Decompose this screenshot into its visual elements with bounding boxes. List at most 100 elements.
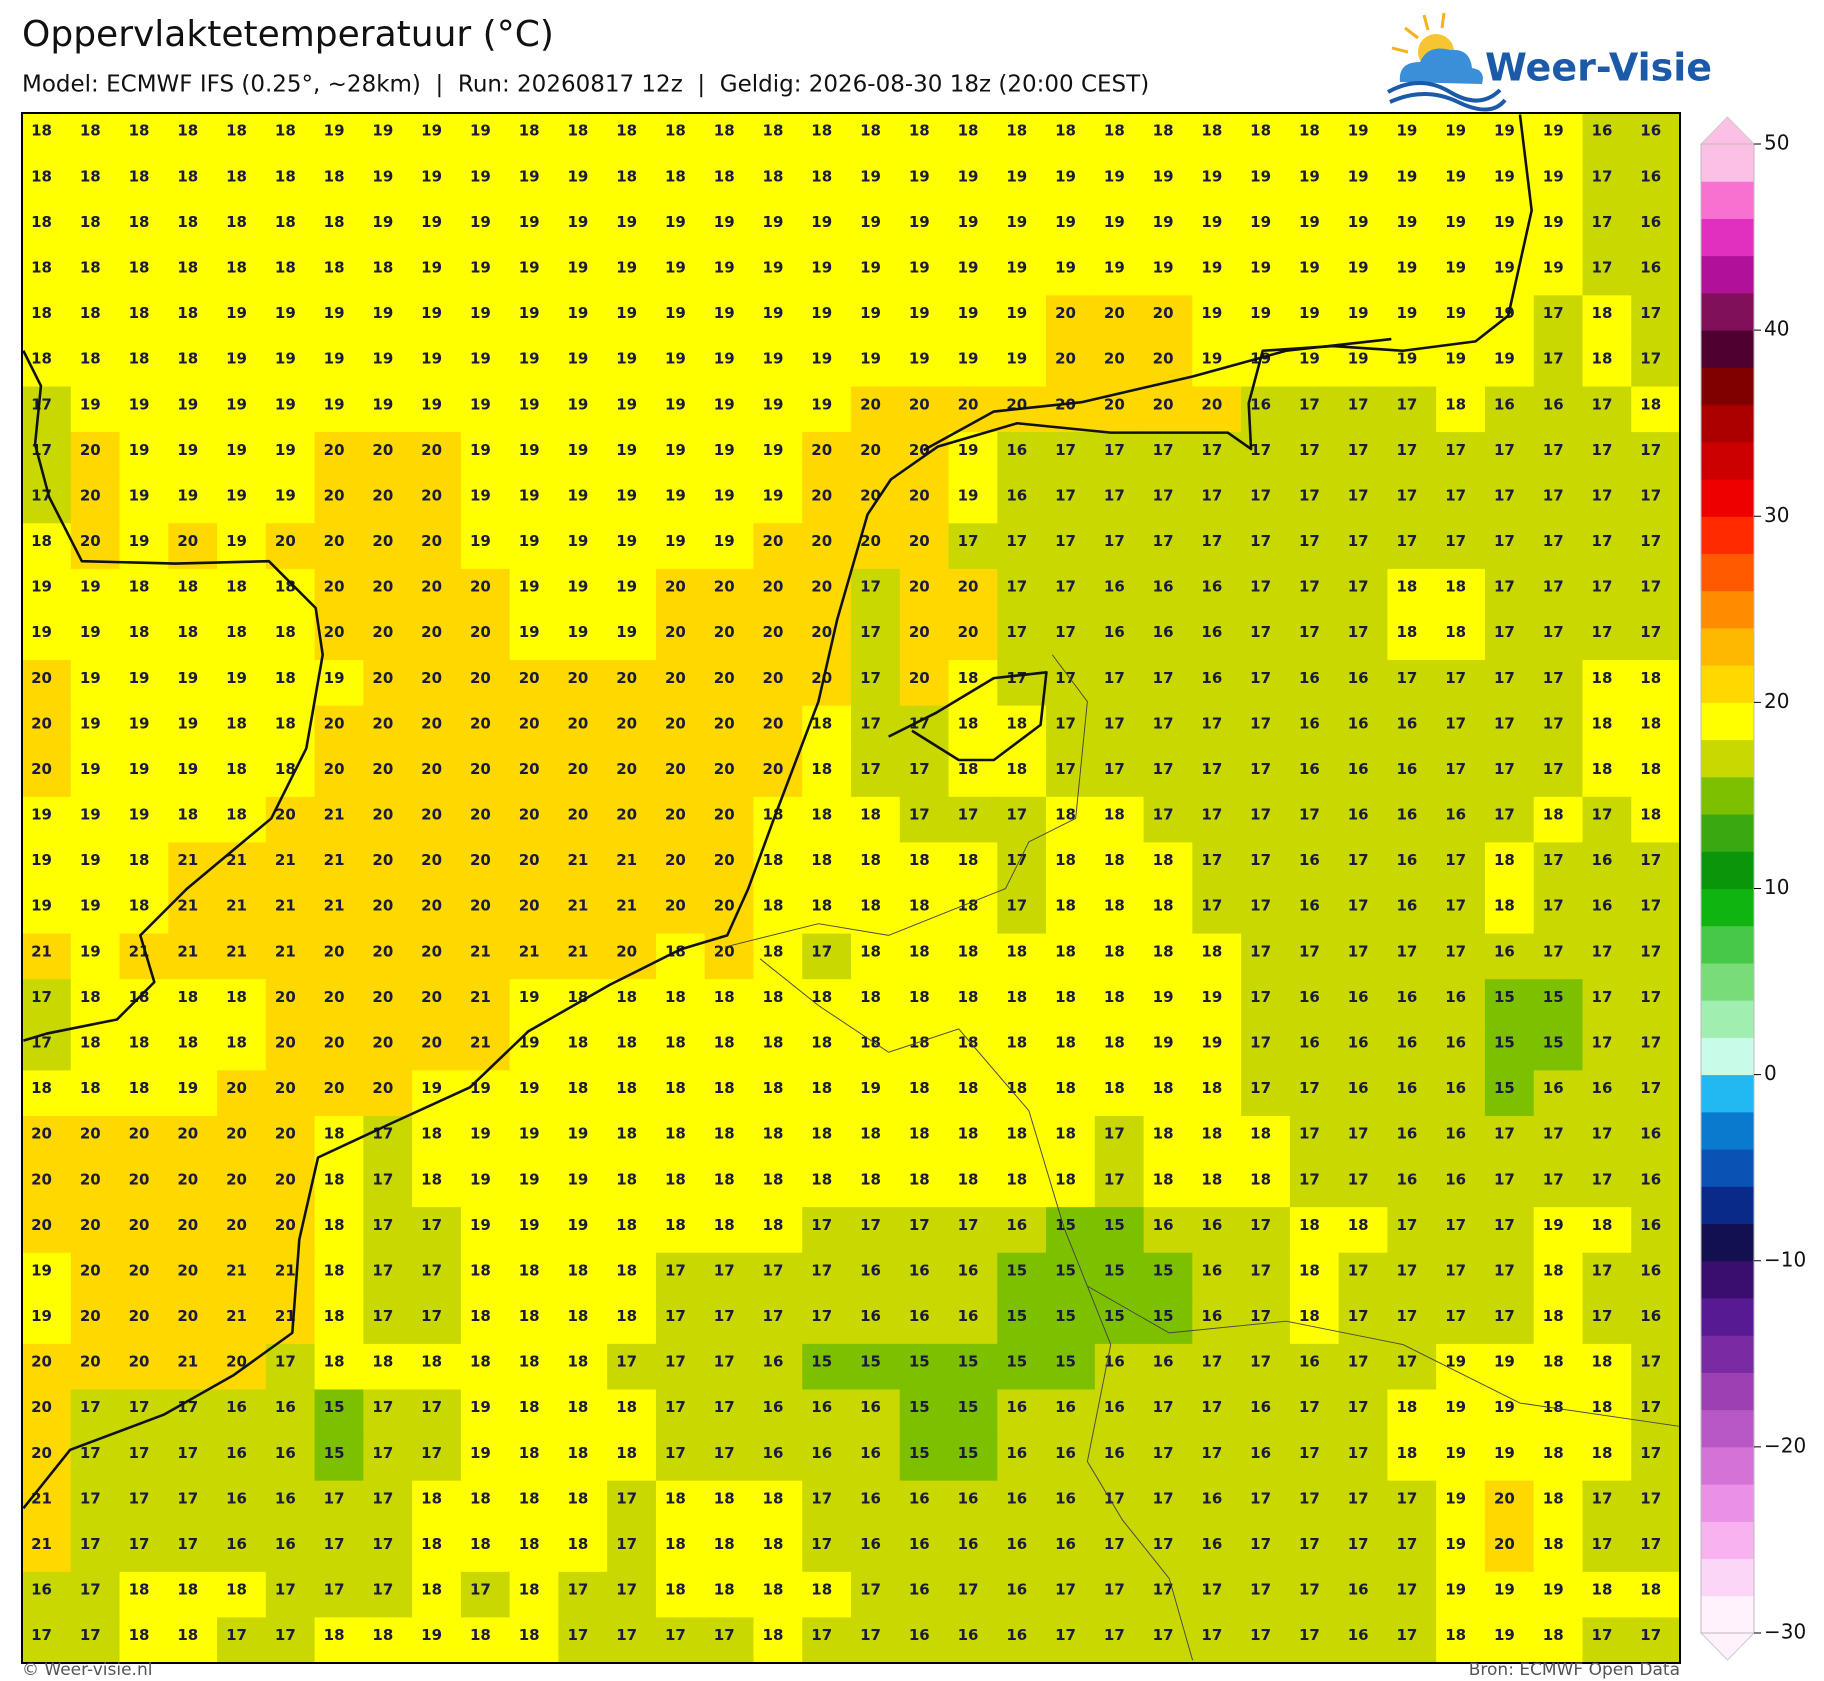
grid-value: 20: [665, 669, 686, 687]
grid-value: 21: [324, 806, 345, 824]
grid-cell: [558, 340, 608, 388]
logo: Weer-Visie: [1387, 12, 1712, 112]
grid-value: 20: [324, 623, 345, 641]
grid-value: 19: [714, 213, 735, 231]
grid-cell: [217, 888, 267, 935]
grid-cell: [22, 113, 72, 160]
grid-value: 19: [616, 623, 637, 641]
grid-cell: [655, 477, 706, 524]
grid-cell: [1387, 751, 1437, 798]
grid-value: 18: [1396, 1444, 1417, 1462]
grid-value: 16: [1299, 669, 1320, 687]
grid-value: 18: [567, 1444, 588, 1462]
grid-cell: [70, 340, 121, 388]
grid-cell: [1582, 204, 1632, 251]
grid-value: 17: [31, 988, 52, 1006]
grid-cell: [1387, 888, 1437, 935]
grid-value: 19: [1445, 122, 1466, 140]
grid-value: 16: [1299, 897, 1320, 915]
grid-cell: [412, 796, 462, 843]
grid-value: 21: [616, 897, 637, 915]
colorbar-segment: [1701, 702, 1754, 741]
grid-cell: [1484, 477, 1535, 524]
grid-cell: [1436, 796, 1486, 843]
grid-value: 17: [1250, 532, 1271, 550]
grid-value: 19: [519, 532, 540, 550]
grid-cell: [363, 660, 413, 707]
grid-cell: [217, 477, 267, 524]
grid-cell: [1533, 614, 1583, 661]
grid-value: 17: [1396, 942, 1417, 960]
grid-value: 19: [1445, 1353, 1466, 1371]
grid-value: 20: [763, 714, 784, 732]
grid-value: 18: [275, 122, 296, 140]
grid-cell: [851, 660, 901, 707]
grid-value: 18: [177, 1034, 198, 1052]
grid-value: 18: [567, 1353, 588, 1371]
grid-value: 17: [860, 1626, 881, 1644]
grid-value: 16: [1445, 806, 1466, 824]
grid-cell: [802, 340, 852, 388]
grid-value: 17: [1299, 1125, 1320, 1143]
grid-value: 19: [226, 486, 247, 504]
grid-value: 16: [226, 1535, 247, 1553]
grid-value: 16: [1543, 1079, 1564, 1097]
grid-cell: [217, 705, 267, 752]
grid-value: 18: [811, 897, 832, 915]
grid-value: 17: [1153, 1489, 1174, 1507]
grid-cell: [1241, 568, 1291, 615]
grid-cell: [899, 660, 950, 707]
grid-value: 18: [1494, 851, 1515, 869]
grid-value: 20: [177, 1216, 198, 1234]
grid-value: 19: [958, 259, 979, 277]
grid-cell: [558, 249, 608, 296]
grid-cell: [655, 295, 706, 342]
grid-cell: [1289, 705, 1340, 752]
grid-value: 19: [80, 578, 101, 596]
grid-value: 15: [1494, 1034, 1515, 1052]
grid-cell: [1094, 158, 1145, 205]
grid-value: 16: [1250, 1444, 1271, 1462]
grid-cell: [753, 614, 803, 661]
grid-value: 19: [1153, 167, 1174, 185]
grid-cell: [1241, 933, 1291, 980]
grid-value: 17: [1592, 1626, 1613, 1644]
grid-value: 18: [324, 1125, 345, 1143]
grid-value: 19: [567, 1170, 588, 1188]
grid-value: 19: [519, 350, 540, 368]
grid-value: 19: [714, 350, 735, 368]
grid-value: 17: [1640, 1079, 1661, 1097]
grid-value: 18: [80, 122, 101, 140]
grid-cell: [899, 340, 950, 388]
grid-value: 17: [1445, 441, 1466, 459]
grid-cell: [363, 796, 413, 843]
grid-value: 18: [665, 1125, 686, 1143]
grid-value: 19: [1153, 213, 1174, 231]
grid-value: 16: [860, 1535, 881, 1553]
grid-cell: [460, 113, 511, 160]
grid-value: 19: [129, 441, 150, 459]
grid-value: 18: [1055, 897, 1076, 915]
grid-value: 17: [1494, 1170, 1515, 1188]
grid-value: 18: [714, 1581, 735, 1599]
grid-cell: [363, 933, 413, 980]
grid-cell: [1436, 842, 1486, 889]
grid-value: 17: [811, 1261, 832, 1279]
grid-value: 17: [567, 1581, 588, 1599]
grid-value: 17: [1396, 1626, 1417, 1644]
grid-cell: [704, 933, 754, 980]
grid-cell: [1338, 386, 1388, 433]
grid-value: 19: [616, 350, 637, 368]
grid-value: 20: [372, 1079, 393, 1097]
grid-value: 17: [1153, 806, 1174, 824]
grid-value: 20: [665, 578, 686, 596]
grid-value: 17: [1494, 760, 1515, 778]
grid-value: 16: [1250, 395, 1271, 413]
grid-cell: [1192, 158, 1242, 205]
grid-value: 17: [1592, 1535, 1613, 1553]
grid-cell: [363, 432, 413, 479]
grid-value: 18: [226, 578, 247, 596]
grid-value: 19: [421, 350, 442, 368]
grid-cell: [704, 751, 754, 798]
grid-cell: [217, 386, 267, 433]
